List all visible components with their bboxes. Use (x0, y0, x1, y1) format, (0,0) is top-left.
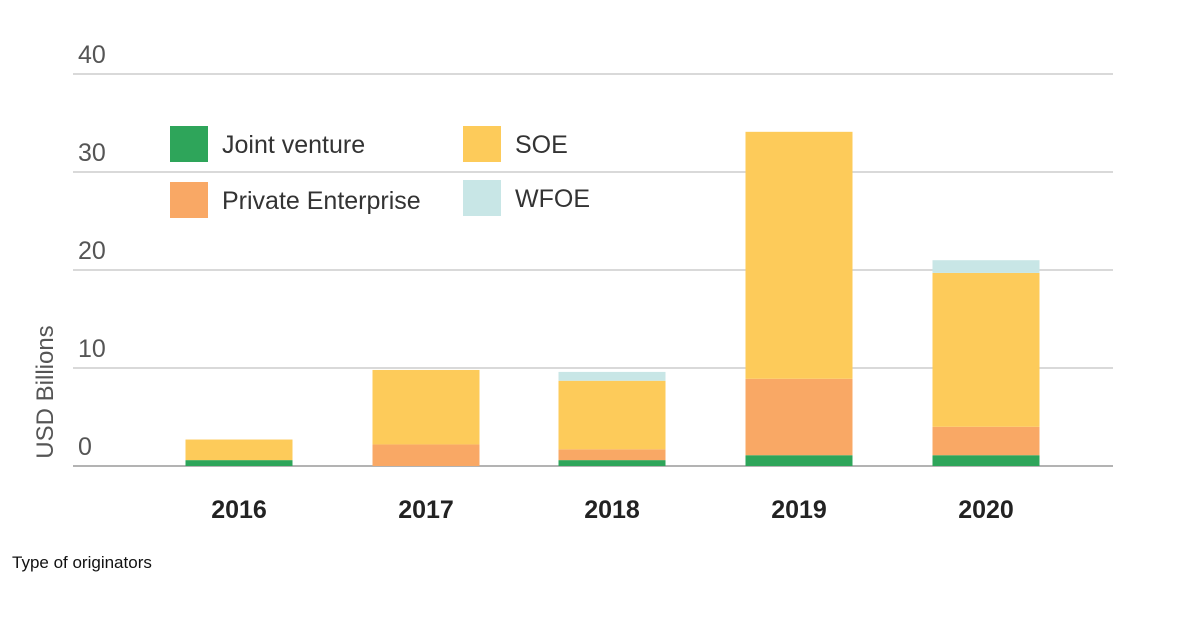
bar-segment (932, 426, 1040, 456)
x-tick-label: 2018 (584, 496, 640, 524)
legend-swatch (463, 180, 501, 216)
bars (185, 131, 1040, 466)
x-tick-label: 2017 (398, 496, 454, 524)
bar-segment (558, 449, 666, 461)
bar-segment (558, 380, 666, 450)
legend-label: Private Enterprise (222, 187, 421, 215)
y-axis-label: USD Billions (32, 325, 59, 458)
legend-swatch (170, 182, 208, 218)
bar-segment (932, 260, 1040, 273)
legend-swatch (170, 126, 208, 162)
legend-swatch (463, 126, 501, 162)
legend-label: WFOE (515, 185, 590, 213)
bar-segment (185, 439, 293, 461)
legend-label: SOE (515, 131, 568, 159)
bar-segment (932, 272, 1040, 427)
x-axis-ticks: 2016 2017 2018 2019 2020 (211, 496, 1014, 524)
bar-segment (185, 460, 293, 466)
bar-segment (558, 460, 666, 466)
legend-label: Joint venture (222, 131, 365, 159)
y-tick-label: 10 (78, 335, 106, 363)
bar-segment (745, 378, 853, 456)
bar-segment (558, 371, 666, 381)
stacked-bar-chart: 0 10 20 30 40 2016 2017 2018 2019 2020 Joint ven… (32, 41, 1113, 524)
x-tick-label: 2019 (771, 496, 827, 524)
figure-caption: Type of originators (12, 553, 152, 572)
y-tick-label: 40 (78, 41, 106, 69)
bar-segment (745, 455, 853, 466)
y-axis-ticks: 0 10 20 30 40 (78, 41, 106, 461)
y-tick-label: 0 (78, 433, 92, 461)
bar-segment (932, 455, 1040, 466)
legend: Joint venture SOE Private Enterprise WFOE (170, 126, 590, 218)
bar-segment (372, 444, 480, 466)
y-tick-label: 20 (78, 237, 106, 265)
x-tick-label: 2020 (958, 496, 1014, 524)
bar-segment (372, 369, 480, 445)
x-tick-label: 2016 (211, 496, 267, 524)
bar-segment (745, 131, 853, 379)
y-tick-label: 30 (78, 139, 106, 167)
